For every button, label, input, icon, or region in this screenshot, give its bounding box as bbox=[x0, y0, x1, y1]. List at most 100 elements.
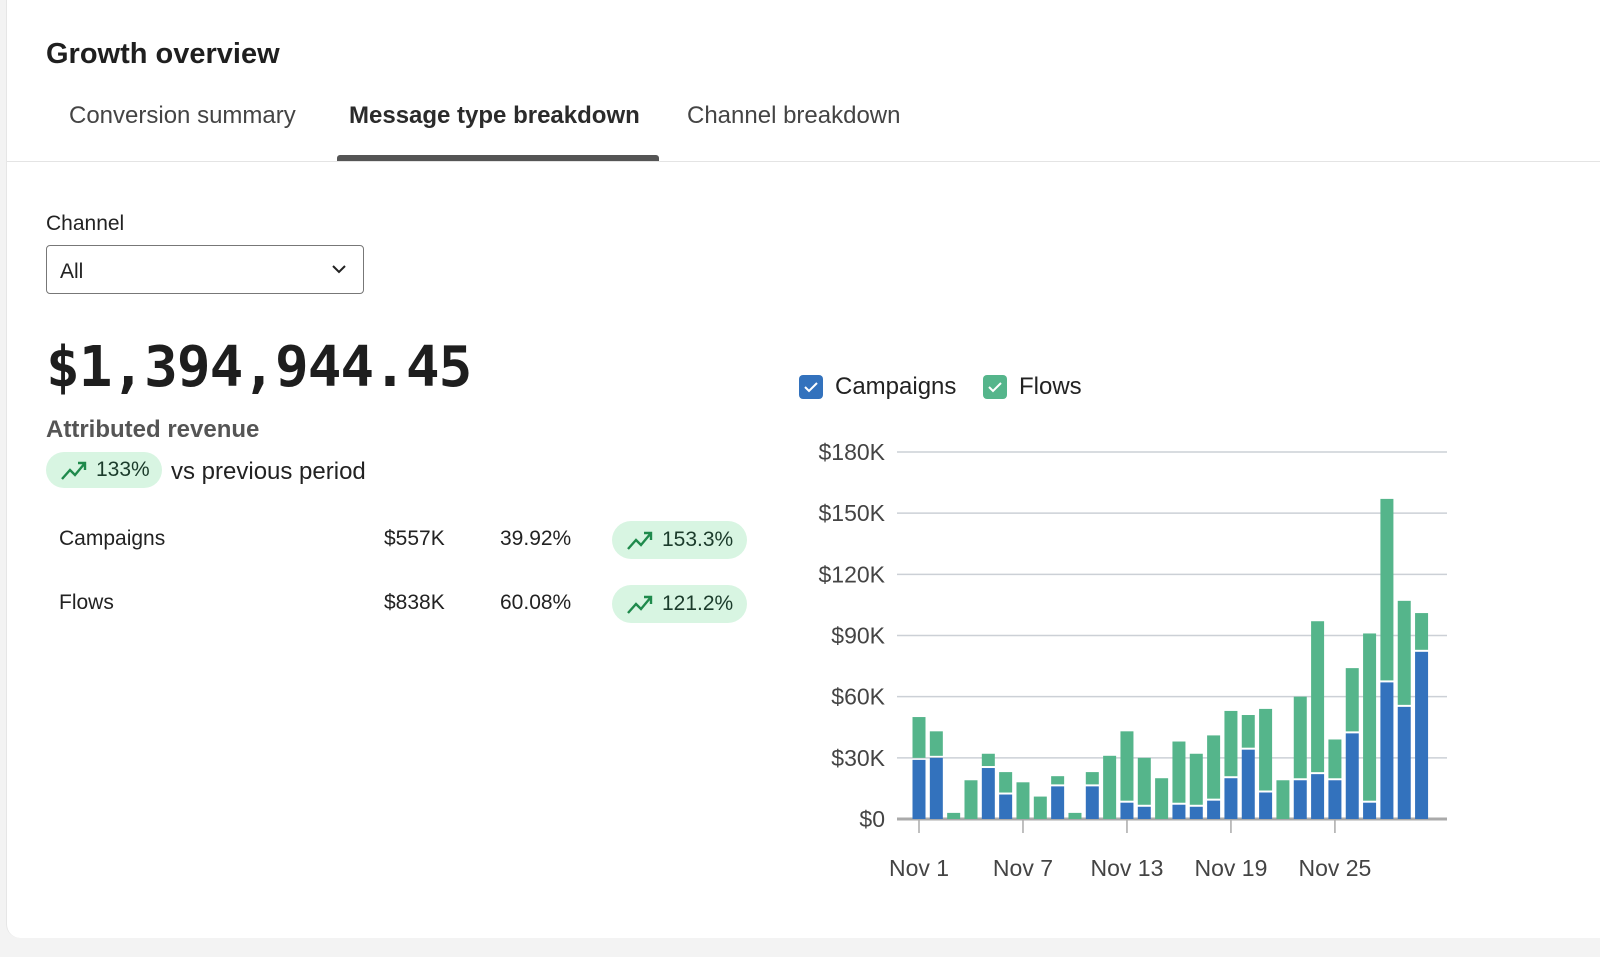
total-revenue-label: Attributed revenue bbox=[46, 416, 260, 443]
bar-campaigns bbox=[1085, 786, 1099, 819]
bar-flows bbox=[1137, 757, 1151, 805]
trending-up-icon bbox=[627, 595, 653, 614]
bar-flows bbox=[1172, 741, 1186, 803]
row-name: Campaigns bbox=[59, 527, 166, 550]
bar-campaigns bbox=[1415, 651, 1429, 819]
bar-flows bbox=[1033, 796, 1047, 819]
bar-flows bbox=[1293, 696, 1307, 779]
tab-bar: Conversion summary Message type breakdow… bbox=[7, 96, 1600, 162]
total-revenue: $1,394,944.45 bbox=[46, 335, 472, 400]
bar-campaigns bbox=[999, 794, 1013, 819]
bar-flows bbox=[912, 717, 926, 758]
bar-campaigns bbox=[1241, 749, 1255, 819]
bar-flows bbox=[1397, 600, 1411, 705]
bar-campaigns bbox=[1207, 800, 1221, 819]
trending-up-icon bbox=[627, 531, 653, 550]
channel-select-value: All bbox=[60, 260, 84, 283]
bar-flows bbox=[947, 812, 961, 819]
channel-select[interactable]: All bbox=[46, 245, 364, 294]
bar-campaigns bbox=[1224, 778, 1238, 819]
tab-channel-breakdown[interactable]: Channel breakdown bbox=[687, 102, 901, 129]
bar-campaigns bbox=[1189, 806, 1203, 819]
x-tick-label: Nov 19 bbox=[1195, 855, 1268, 881]
change-value: 133% bbox=[96, 458, 150, 481]
x-tick-label: Nov 13 bbox=[1091, 855, 1164, 881]
bar-flows bbox=[999, 772, 1013, 793]
x-tick-label: Nov 25 bbox=[1298, 855, 1371, 881]
bar-flows bbox=[1241, 715, 1255, 748]
bar-flows bbox=[1189, 753, 1203, 805]
checkbox-checked-icon[interactable] bbox=[983, 375, 1007, 399]
trending-up-icon bbox=[61, 461, 87, 480]
y-tick-label: $60K bbox=[831, 684, 885, 710]
bar-campaigns bbox=[1345, 733, 1359, 819]
legend-label: Campaigns bbox=[835, 373, 957, 400]
bar-flows bbox=[1276, 780, 1290, 819]
row-change-value: 121.2% bbox=[662, 592, 734, 615]
bar-flows bbox=[1311, 621, 1325, 773]
bar-campaigns bbox=[1380, 682, 1394, 819]
bar-flows bbox=[1120, 731, 1134, 801]
row-share: 60.08% bbox=[500, 591, 572, 614]
change-badge: 133% bbox=[46, 452, 162, 488]
row-revenue: $838K bbox=[384, 591, 445, 614]
bar-campaigns bbox=[1397, 706, 1411, 819]
bar-flows bbox=[964, 780, 978, 819]
row-share: 39.92% bbox=[500, 527, 572, 550]
bar-flows bbox=[1155, 778, 1169, 819]
revenue-bar-chart: $0 $30K $60K $90K $120K $150K $180K Nov 1 Nov 7 N… bbox=[818, 439, 1447, 881]
row-revenue: $557K bbox=[384, 527, 445, 550]
bar-campaigns bbox=[1051, 786, 1065, 819]
bar-flows bbox=[1380, 498, 1394, 681]
growth-overview-card: Growth overview Conversion summary Messa… bbox=[6, 0, 1600, 938]
y-tick-label: $120K bbox=[818, 561, 885, 587]
bar-campaigns bbox=[1259, 792, 1273, 819]
bar-flows bbox=[929, 731, 943, 756]
legend-label: Flows bbox=[1019, 373, 1082, 400]
bar-campaigns bbox=[912, 759, 926, 819]
page-title: Growth overview bbox=[46, 38, 280, 70]
y-tick-label: $90K bbox=[831, 623, 885, 649]
bar-campaigns bbox=[1293, 780, 1307, 819]
bar-campaigns bbox=[1363, 802, 1377, 819]
bar-flows bbox=[1415, 613, 1429, 650]
bar-flows bbox=[1103, 755, 1117, 819]
bar-campaigns bbox=[1137, 806, 1151, 819]
bar-campaigns bbox=[1120, 802, 1134, 819]
bar-flows bbox=[981, 753, 995, 767]
y-tick-label: $30K bbox=[831, 745, 885, 771]
bar-flows bbox=[1224, 710, 1238, 777]
bar-campaigns bbox=[981, 768, 995, 819]
channel-label: Channel bbox=[46, 212, 125, 235]
active-tab-indicator bbox=[337, 155, 659, 161]
bar-flows bbox=[1259, 708, 1273, 791]
bar-flows bbox=[1068, 812, 1082, 819]
y-tick-label: $180K bbox=[818, 439, 885, 465]
bar-flows bbox=[1051, 776, 1065, 785]
x-tick-label: Nov 7 bbox=[993, 855, 1053, 881]
change-suffix: vs previous period bbox=[171, 458, 366, 485]
row-change-badge: 121.2% bbox=[612, 585, 747, 623]
bar-campaigns bbox=[1328, 780, 1342, 819]
tab-message-type-breakdown[interactable]: Message type breakdown bbox=[349, 102, 640, 129]
y-tick-label: $150K bbox=[818, 500, 885, 526]
bar-campaigns bbox=[1172, 804, 1186, 819]
tab-conversion-summary[interactable]: Conversion summary bbox=[69, 102, 296, 129]
legend-campaigns[interactable]: Campaigns bbox=[799, 373, 956, 401]
chevron-down-icon bbox=[332, 265, 346, 274]
row-name: Flows bbox=[59, 591, 114, 614]
legend-flows[interactable]: Flows bbox=[983, 373, 1082, 401]
bar-campaigns bbox=[929, 757, 943, 819]
bar-flows bbox=[1085, 772, 1099, 785]
bar-campaigns bbox=[1311, 774, 1325, 819]
y-tick-label: $0 bbox=[859, 806, 885, 832]
bar-flows bbox=[1345, 668, 1359, 732]
checkbox-checked-icon[interactable] bbox=[799, 375, 823, 399]
x-tick-label: Nov 1 bbox=[889, 855, 949, 881]
bar-flows bbox=[1016, 782, 1030, 819]
row-change-value: 153.3% bbox=[662, 528, 734, 551]
bar-flows bbox=[1328, 739, 1342, 779]
row-change-badge: 153.3% bbox=[612, 521, 747, 559]
bar-flows bbox=[1363, 633, 1377, 801]
bar-flows bbox=[1207, 735, 1221, 799]
